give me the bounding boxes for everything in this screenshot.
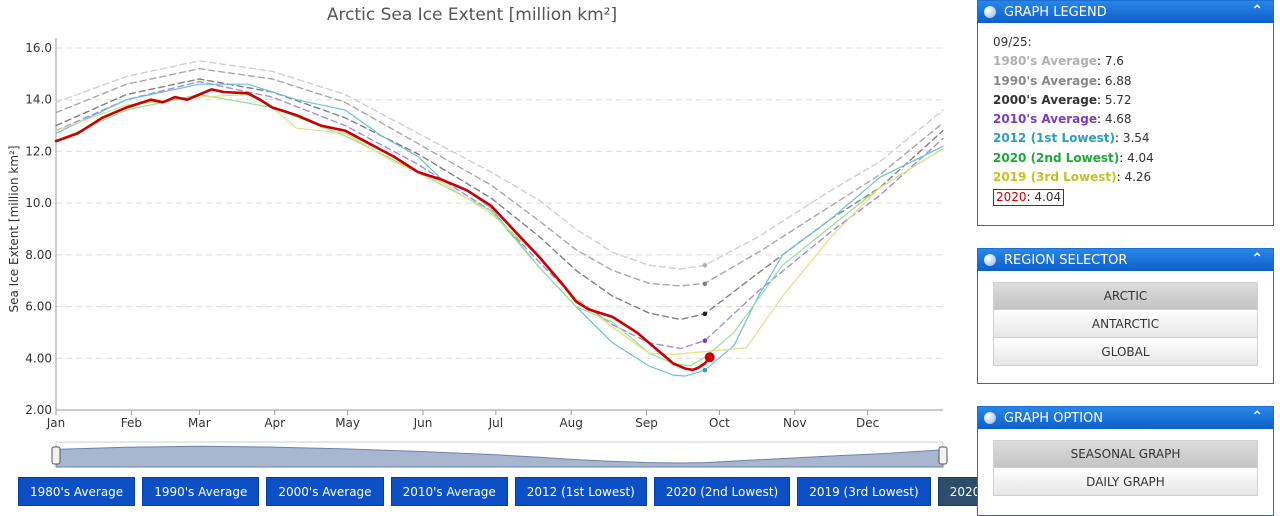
y-tick-label: 16.0 [25,41,52,55]
legend-date: 09/25: [993,35,1032,49]
chevron-up-icon[interactable]: ⌃ [1251,3,1263,19]
series-end-marker [702,311,708,317]
legend-series-name: 1980's Average [993,54,1097,69]
x-tick-label: Jul [488,416,503,430]
legend-series-name: 2000's Average [993,92,1097,107]
graph-options: SEASONAL GRAPH DAILY GRAPH [978,429,1273,499]
legend-series-value: 4.04 [1034,190,1062,205]
x-tick-label: Dec [856,416,879,430]
graph-legend-panel: GRAPH LEGEND ⌃ 09/25: 1980's Average: 7.… [977,0,1274,226]
series-line-2012-1st-lowest [55,83,944,377]
legend-series-value: 5.72 [1104,92,1132,107]
chart-area: Arctic Sea Ice Extent [million km²] 2.00 4… [7,5,993,506]
legend-series-value: 6.88 [1104,73,1132,88]
x-tick-label: Sep [635,416,658,430]
graph-legend-header[interactable]: GRAPH LEGEND ⌃ [978,1,1273,23]
legend-row: 2019 (3rd Lowest): 4.26 [993,170,1152,185]
globe-icon [984,412,996,424]
chart-title: Arctic Sea Ice Extent [million km²] [327,5,617,25]
legend-series-value: 3.54 [1122,131,1150,146]
legend-row: 2010's Average: 4.68 [993,112,1132,127]
navigator-left-handle[interactable] [51,446,61,465]
y-tick-label: 8.00 [25,248,52,262]
current-end-marker [704,352,715,363]
region-global-button[interactable]: GLOBAL [993,338,1258,366]
series-line-1980-s-average [55,60,944,270]
x-tick-label: Jan [46,416,66,430]
navigator-right-handle[interactable] [938,446,948,465]
region-selector-header[interactable]: REGION SELECTOR ⌃ [978,249,1273,271]
legend-body: 09/25: 1980's Average: 7.6 1990's Average… [978,23,1273,214]
series-line-2000-s-average [55,78,944,321]
graph-option-header[interactable]: GRAPH OPTION ⌃ [978,407,1273,429]
y-tick-label: 12.0 [25,144,52,158]
series-line-1990-s-average [55,67,944,287]
y-tick-label: 2.00 [25,403,52,417]
legend-row: 2020 (2nd Lowest): 4.04 [993,150,1154,165]
chevron-up-icon[interactable]: ⌃ [1251,251,1263,267]
series-toggle-button[interactable]: 2019 (3rd Lowest) [797,477,931,506]
globe-icon [984,6,996,18]
sea-ice-chart: Arctic Sea Ice Extent [million km²] 2.00 4… [7,5,948,468]
x-tick-label: Nov [783,416,806,430]
series-toggle-bar: 1980's Average 1990's Average 2000's Avera… [18,477,993,506]
region-options: ARCTIC ANTARCTIC GLOBAL [978,271,1273,369]
region-antarctic-button[interactable]: ANTARCTIC [993,310,1258,338]
series-line-2020-2nd-lowest [55,93,944,367]
legend-row: 2020: 4.04 [993,189,1065,207]
series-toggle-button[interactable]: 1980's Average [18,477,136,506]
legend-row: 1980's Average: 7.6 [993,54,1124,69]
region-selector-panel: REGION SELECTOR ⌃ ARCTIC ANTARCTIC GLOBAL [977,248,1274,384]
series-end-marker [702,262,708,268]
legend-series-name: 2020 [996,190,1027,205]
x-tick-label: May [335,416,360,430]
region-arctic-button[interactable]: ARCTIC [993,282,1258,310]
x-tick-label: Feb [121,416,142,430]
legend-series-name: 2010's Average [993,112,1097,127]
series-toggle-button[interactable]: 2000's Average [266,477,384,506]
x-tick-label: Jun [413,416,433,430]
series-toggle-button[interactable]: 1990's Average [142,477,260,506]
x-tick-label: Aug [559,416,582,430]
y-tick-label: 10.0 [25,196,52,210]
y-tick-label: 14.0 [25,93,52,107]
legend-row: 2012 (1st Lowest): 3.54 [993,131,1150,146]
legend-series-value: 7.6 [1104,54,1124,69]
graph-option-title: GRAPH OPTION [1004,410,1104,426]
series-end-marker [702,338,708,344]
legend-series-name: 2019 (3rd Lowest) [993,170,1117,185]
option-seasonal-graph-button[interactable]: SEASONAL GRAPH [993,440,1258,468]
legend-series-name: 1990's Average [993,73,1097,88]
legend-series-value: 4.26 [1124,170,1152,185]
graph-option-panel: GRAPH OPTION ⌃ SEASONAL GRAPH DAILY GRAPH [977,406,1274,516]
option-daily-graph-button[interactable]: DAILY GRAPH [993,468,1258,496]
legend-series-value: 4.04 [1127,150,1154,165]
x-tick-label: Mar [188,416,211,430]
region-selector-title: REGION SELECTOR [1004,252,1128,268]
legend-series-name: 2020 (2nd Lowest) [993,150,1120,165]
chevron-up-icon[interactable]: ⌃ [1251,409,1263,425]
y-tick-label: 6.00 [25,300,52,314]
series-toggle-button[interactable]: 2012 (1st Lowest) [514,477,647,506]
legend-series-name: 2012 (1st Lowest) [993,131,1115,146]
series-line-2019-3rd-lowest [55,93,944,355]
y-tick-label: 4.00 [25,351,52,365]
legend-row: 1990's Average: 6.88 [993,73,1132,88]
series-toggle-button[interactable]: 2010's Average [390,477,508,506]
navigator-area [55,445,944,468]
legend-row: 2000's Average: 5.72 [993,92,1132,107]
x-tick-label: Apr [264,416,285,430]
series-toggle-button[interactable]: 2020 (2nd Lowest) [653,477,791,506]
series-end-marker [702,281,708,287]
x-tick-label: Oct [709,416,730,430]
series-end-marker [702,367,708,373]
legend-series-value: 4.68 [1104,112,1132,127]
globe-icon [984,254,996,266]
graph-legend-title: GRAPH LEGEND [1004,4,1107,20]
series-line-2020 [54,88,712,372]
y-axis-label: Sea Ice Extent [million km²] [7,146,21,313]
